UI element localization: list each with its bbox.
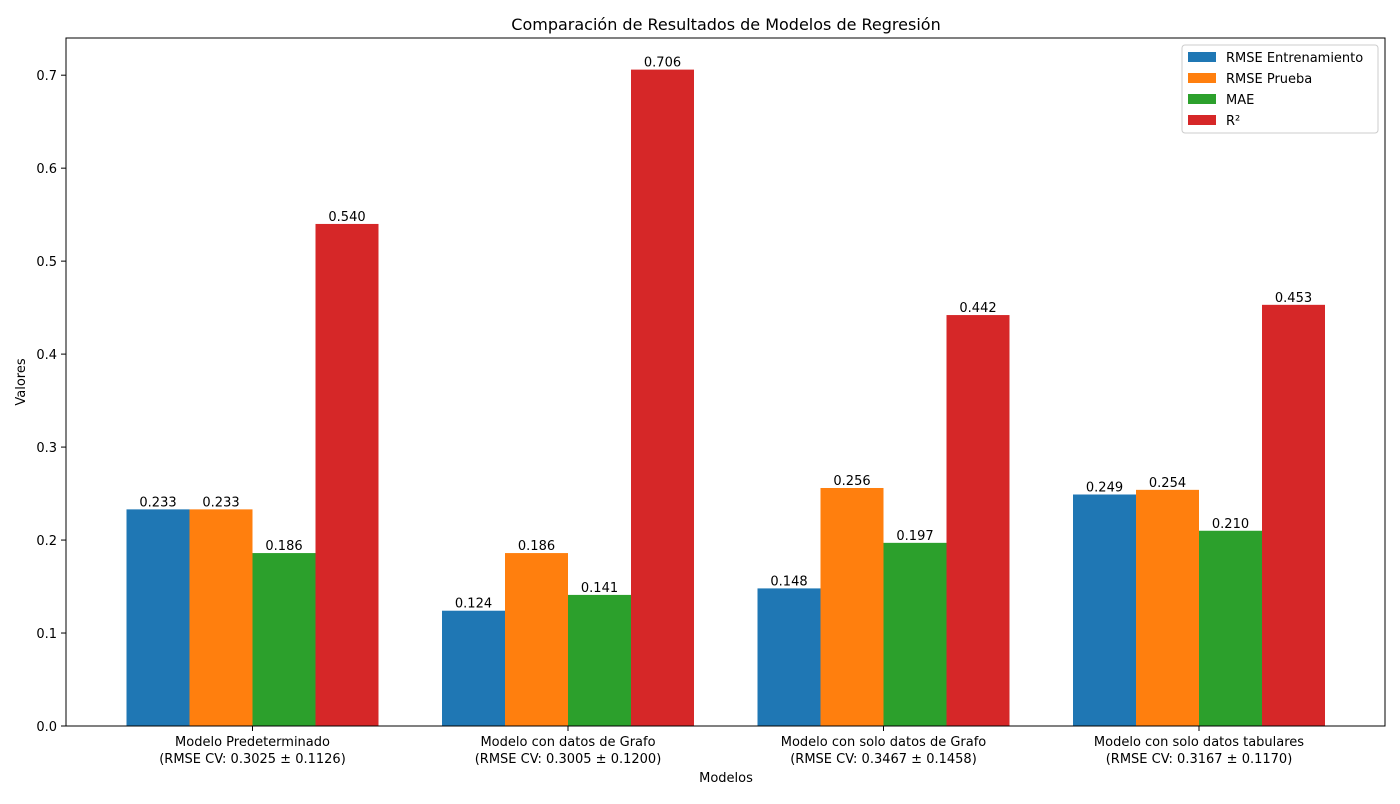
y-axis: 0.0 0.1 0.2 0.3 0.4 0.5 0.6 0.7	[36, 69, 66, 735]
bar	[568, 594, 631, 726]
bar	[820, 487, 884, 726]
bar-value-label: 0.256	[833, 474, 870, 489]
y-tick-label: 0.0	[36, 720, 57, 735]
legend-entry-label: RMSE Entrenamiento	[1226, 51, 1363, 66]
bar-value-label: 0.186	[518, 539, 555, 554]
bar-value-label: 0.197	[896, 529, 933, 544]
bar-value-label: 0.233	[202, 495, 239, 510]
legend-entry-label: R²	[1226, 114, 1240, 129]
bar	[1136, 489, 1199, 726]
bar-value-label: 0.540	[328, 210, 365, 225]
bars-layer	[126, 69, 1325, 726]
legend-box	[1181, 44, 1379, 134]
bar-value-label: 0.210	[1212, 517, 1249, 532]
bar	[126, 509, 190, 726]
y-tick-label: 0.2	[36, 534, 57, 549]
bar	[757, 588, 821, 726]
bar-value-label: 0.706	[644, 56, 681, 71]
bar-value-label: 0.249	[1086, 480, 1123, 495]
legend-swatch	[1188, 52, 1216, 62]
y-tick-label: 0.1	[36, 627, 57, 642]
bar-value-label: 0.124	[455, 597, 492, 612]
bar	[505, 553, 568, 726]
bar	[946, 315, 1010, 726]
x-tick-label: Modelo con datos de Grafo	[480, 735, 655, 750]
legend-entry-label: MAE	[1226, 93, 1254, 108]
bar	[1073, 494, 1136, 726]
x-axis-title: Modelos	[699, 771, 753, 786]
bar-value-label: 0.233	[139, 495, 176, 510]
bar	[1199, 530, 1262, 726]
plot-frame	[65, 37, 1386, 727]
y-tick-label: 0.5	[36, 255, 57, 270]
legend-entry-label: RMSE Prueba	[1226, 72, 1312, 87]
y-tick-label: 0.7	[36, 69, 57, 84]
bar	[189, 509, 253, 726]
legend: RMSE Entrenamiento RMSE Prueba MAE R²	[1181, 44, 1379, 134]
bar	[315, 223, 379, 726]
bar	[252, 553, 316, 726]
bar-value-label: 0.453	[1275, 291, 1312, 306]
legend-swatch	[1188, 115, 1216, 125]
bar-value-label: 0.254	[1149, 476, 1186, 491]
x-tick-label: (RMSE CV: 0.3005 ± 0.1200)	[475, 752, 662, 767]
y-tick-label: 0.3	[36, 441, 57, 456]
bar	[1262, 304, 1325, 726]
value-labels-layer: 0.233 0.124 0.148 0.249 0.233 0.186 0.256 0.254…	[139, 56, 1312, 612]
bar	[883, 542, 947, 726]
bar-value-label: 0.141	[581, 581, 618, 596]
x-tick-label: Modelo con solo datos tabulares	[1094, 735, 1304, 750]
bar-value-label: 0.442	[959, 301, 996, 316]
y-axis-title: Valores	[14, 358, 29, 405]
bar-value-label: 0.186	[265, 539, 302, 554]
x-tick-label: Modelo con solo datos de Grafo	[781, 735, 987, 750]
x-tick-label: (RMSE CV: 0.3467 ± 0.1458)	[790, 752, 977, 767]
bar	[631, 69, 694, 726]
x-tick-label: Modelo Predeterminado	[175, 735, 330, 750]
legend-swatch	[1188, 73, 1216, 83]
y-tick-label: 0.4	[36, 348, 57, 363]
legend-swatch	[1188, 94, 1216, 104]
bar-value-label: 0.148	[770, 574, 807, 589]
y-tick-label: 0.6	[36, 162, 57, 177]
bar	[442, 610, 505, 726]
x-axis: Modelo Predeterminado (RMSE CV: 0.3025 ± …	[159, 726, 1304, 767]
x-tick-label: (RMSE CV: 0.3167 ± 0.1170)	[1106, 752, 1293, 767]
x-tick-label: (RMSE CV: 0.3025 ± 0.1126)	[159, 752, 346, 767]
chart-title: Comparación de Resultados de Modelos de …	[511, 15, 940, 34]
